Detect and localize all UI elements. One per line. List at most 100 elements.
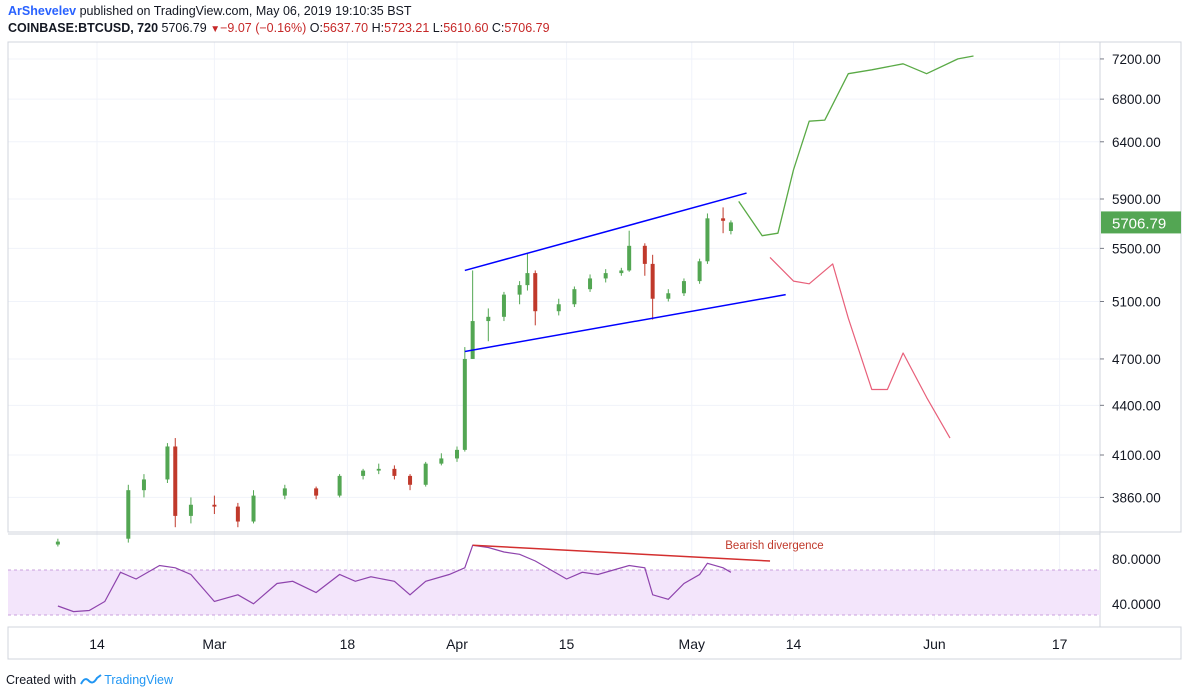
price-tick-label: 6800.00	[1112, 92, 1161, 107]
tradingview-brand[interactable]: TradingView	[104, 673, 173, 687]
last-price-label: 5706.79	[1112, 215, 1166, 232]
price-tick-label: 4700.00	[1112, 352, 1161, 367]
price-pane-border	[7, 41, 1101, 533]
channel-upper-line	[464, 192, 747, 272]
rsi-tick-label: 80.0000	[1112, 552, 1161, 567]
candle-body	[721, 218, 726, 221]
open-label: O:	[309, 21, 323, 35]
high-value: 5723.21	[384, 21, 430, 35]
time-tick-label: 15	[559, 636, 575, 652]
high-label: H:	[371, 21, 385, 35]
low-label: L:	[432, 21, 444, 35]
candle-body	[439, 458, 444, 464]
symbol-label: COINBASE:BTCUSD, 720	[8, 21, 159, 35]
time-tick-label: May	[679, 636, 705, 652]
divergence-line	[472, 544, 771, 562]
price-tick-label: 6400.00	[1112, 135, 1161, 150]
time-axis-frame	[7, 626, 1182, 660]
candle-body	[588, 278, 593, 290]
candle-body	[282, 488, 287, 496]
candle-body	[666, 293, 671, 299]
created-with-label: Created with	[6, 673, 77, 687]
time-tick-label: Mar	[202, 636, 226, 652]
candle-body	[462, 358, 467, 450]
footer: Created with TradingView	[6, 673, 173, 687]
candle-body	[572, 289, 577, 305]
candle-body	[705, 218, 710, 262]
time-tick-label: Apr	[446, 636, 468, 652]
rsi-line	[57, 544, 732, 613]
candle-body	[173, 446, 178, 516]
price-axis-frame	[1099, 41, 1182, 533]
time-axis[interactable]: 14 Mar 18 Apr 15 May 14 Jun 17	[89, 636, 1067, 652]
time-tick-label: 14	[786, 636, 802, 652]
rsi-axis[interactable]: 40.0000 80.0000	[1112, 552, 1161, 612]
price-tick-label: 5900.00	[1112, 192, 1161, 207]
close-label: C:	[491, 21, 505, 35]
candle-body	[55, 541, 60, 545]
drawings	[464, 55, 974, 439]
chart-attribution: ArShevelev published on TradingView.com,…	[8, 4, 412, 18]
tradingview-logo-icon	[80, 674, 102, 685]
candle-body	[235, 506, 240, 522]
candle-body	[470, 321, 475, 359]
rsi-pane: Bearish divergence	[57, 540, 824, 613]
bearish-projection-line	[769, 256, 951, 439]
candle-body	[486, 316, 491, 322]
candle-body	[556, 304, 561, 312]
ohlc-legend: COINBASE:BTCUSD, 720 5706.79 ▼−9.07 (−0.…	[8, 21, 550, 35]
price-tick-label: 7200.00	[1112, 52, 1161, 67]
candles	[55, 207, 733, 547]
candle-body	[642, 245, 647, 264]
price-axis[interactable]: 3860.00 4100.00 4400.00 4700.00 5100.00 5500.…	[1100, 52, 1181, 505]
candle-body	[188, 504, 193, 516]
channel-lower-line	[464, 293, 786, 353]
price-tick-label: 5500.00	[1112, 241, 1161, 256]
candle-body	[728, 222, 733, 231]
close-value: 5706.79	[504, 21, 550, 35]
candle-body	[697, 261, 702, 282]
last-price: 5706.79	[161, 21, 207, 35]
candle-body	[501, 294, 506, 317]
time-tick-label: Jun	[923, 636, 946, 652]
candle-body	[455, 449, 459, 459]
time-tick-label: 18	[340, 636, 356, 652]
rsi-band	[8, 569, 1100, 616]
candle-body	[525, 273, 530, 286]
price-tick-label: 5100.00	[1112, 294, 1161, 309]
candle-body	[165, 446, 170, 480]
divergence-label: Bearish divergence	[725, 540, 823, 552]
candle-body	[408, 475, 413, 485]
rsi-tick-label: 40.0000	[1112, 597, 1161, 612]
publish-info: published on TradingView.com, May 06, 20…	[79, 4, 412, 18]
candle-body	[314, 488, 319, 496]
author-name[interactable]: ArShevelev	[8, 4, 77, 18]
last-price-badge	[1101, 211, 1181, 234]
candle-body	[650, 263, 655, 299]
candle-body	[681, 281, 686, 294]
candle-body	[603, 273, 608, 279]
bullish-projection-line	[738, 55, 974, 237]
down-arrow-icon: ▼	[210, 24, 221, 35]
candle-body	[141, 479, 146, 491]
time-tick-label: 14	[89, 636, 105, 652]
candle-body	[627, 245, 632, 271]
candle-body	[376, 468, 381, 471]
low-value: 5610.60	[443, 21, 489, 35]
candle-body	[392, 468, 397, 476]
candle-body	[517, 285, 522, 295]
candle-body	[126, 490, 131, 539]
time-tick-label: 17	[1052, 636, 1068, 652]
chart-frame	[7, 41, 1182, 660]
candle-body	[212, 504, 217, 507]
candle-body	[251, 495, 256, 522]
candle-body	[337, 475, 342, 496]
candle-body	[533, 273, 538, 312]
grid	[8, 42, 1100, 620]
candle-body	[361, 470, 366, 476]
price-tick-label: 4400.00	[1112, 398, 1161, 413]
candle-body	[423, 463, 428, 485]
rsi-band-fill	[8, 570, 1100, 615]
open-value: 5637.70	[322, 21, 369, 35]
